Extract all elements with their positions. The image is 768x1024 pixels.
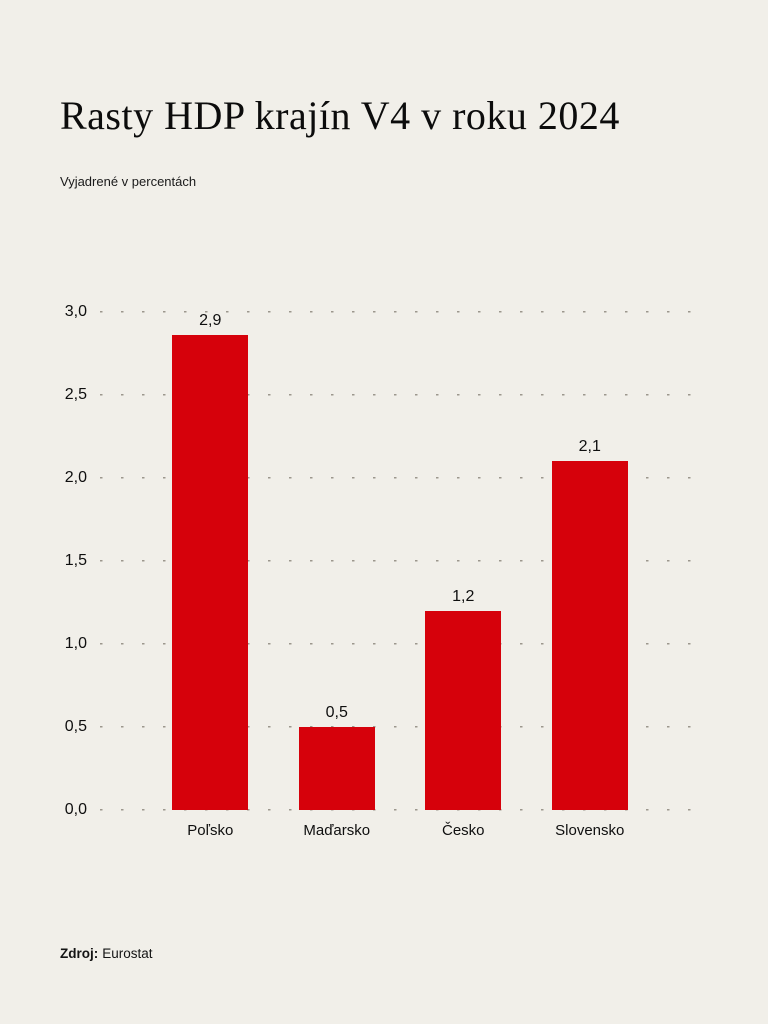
y-axis-tick-label: 0,5 bbox=[64, 718, 87, 735]
gridline: 0,5 bbox=[65, 718, 705, 735]
bar-slot: 0,5 bbox=[274, 312, 401, 810]
bar-value-label: 2,1 bbox=[578, 438, 601, 456]
gridline: 0,0 bbox=[65, 801, 705, 818]
x-axis-category-label: Česko bbox=[441, 822, 485, 839]
y-axis-tick-label: 1,0 bbox=[64, 635, 87, 652]
x-axis-labels: Poľsko Maďarsko Česko Slovensko bbox=[147, 810, 653, 840]
chart-subtitle: Vyjadrené v percentách bbox=[60, 174, 197, 189]
x-axis-category-label: Poľsko bbox=[187, 822, 234, 839]
x-axis-slot: Maďarsko bbox=[274, 822, 401, 840]
x-axis-slot: Poľsko bbox=[147, 822, 274, 840]
bars-container: 2,9 0,5 1,2 2,1 bbox=[147, 312, 653, 810]
y-axis-tick-label: 2,5 bbox=[64, 386, 87, 403]
bar-maďarsko bbox=[298, 727, 375, 810]
gridline: 3,0 bbox=[65, 303, 705, 320]
source-label: Zdroj: bbox=[60, 946, 99, 961]
source-value: Eurostat bbox=[102, 946, 153, 961]
y-axis-tick-label: 2,0 bbox=[64, 469, 87, 486]
gridline: 2,0 bbox=[65, 469, 705, 486]
y-axis-tick-label: 1,5 bbox=[64, 552, 87, 569]
bar-slot: 2,1 bbox=[527, 312, 654, 810]
source-note: Zdroj: Eurostat bbox=[60, 946, 153, 961]
gridline: 2,5 bbox=[65, 386, 705, 403]
x-axis-category-label: Maďarsko bbox=[303, 822, 371, 839]
bar-chart-plot-area: 3,0 2,5 2,0 1,5 1,0 0,5 0,0 2,9 0,5 1,2 2,1 Poľsk… bbox=[65, 303, 705, 839]
bar-česko bbox=[425, 610, 502, 810]
gridline: 1,5 bbox=[65, 552, 705, 569]
page-title: Rasty HDP krajín V4 v roku 2024 bbox=[60, 93, 620, 138]
x-axis-category-label: Slovensko bbox=[555, 822, 625, 839]
bar-poľsko bbox=[172, 335, 249, 810]
y-axis-tick-label: 0,0 bbox=[64, 801, 87, 818]
bar-slovensko bbox=[551, 461, 628, 810]
x-axis-slot: Slovensko bbox=[527, 822, 654, 840]
bar-slot: 1,2 bbox=[400, 312, 527, 810]
x-axis-slot: Česko bbox=[400, 822, 527, 840]
y-axis-tick-label: 3,0 bbox=[64, 303, 87, 320]
bar-value-label: 1,2 bbox=[452, 587, 475, 605]
bar-value-label: 0,5 bbox=[325, 704, 348, 721]
bar-value-label: 2,9 bbox=[199, 312, 222, 329]
bar-slot: 2,9 bbox=[147, 312, 274, 810]
gridline: 1,0 bbox=[65, 635, 705, 652]
